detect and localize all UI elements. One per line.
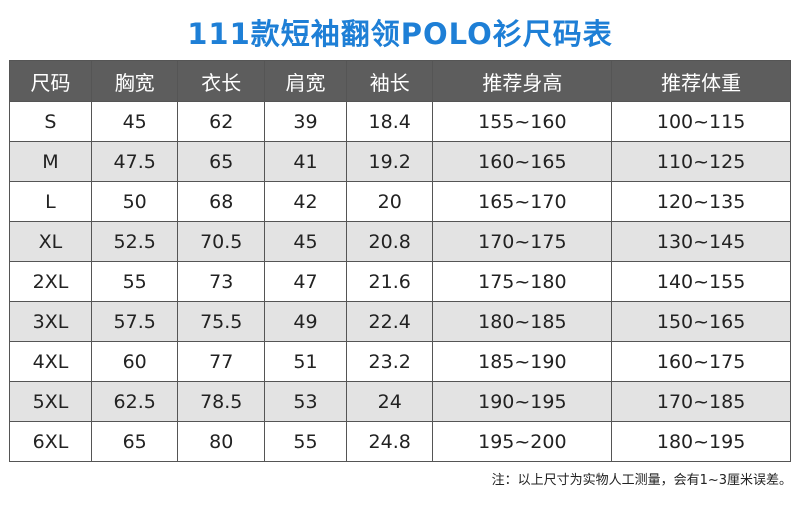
cell-recommended-height: 160~165: [432, 141, 613, 182]
measurement-note: 注：以上尺寸为实物人工测量，会有1~3厘米误差。: [491, 473, 792, 488]
cell-sleeve-length: 22.4: [345, 301, 434, 342]
cell-chest-width: 52.5: [90, 221, 179, 262]
cell-recommended-height: 155~160: [432, 101, 613, 142]
cell-chest-width: 50: [90, 181, 179, 222]
cell-shoulder-width: 39: [264, 101, 347, 142]
cell-recommended-weight: 160~175: [611, 341, 791, 382]
cell-sleeve-length: 18.4: [345, 101, 434, 142]
cell-length: 62: [177, 101, 266, 142]
cell-size: M: [9, 141, 92, 182]
table-row: 2XL 55 73 47 21.6 175~180 140~155: [9, 261, 791, 302]
cell-sleeve-length: 23.2: [345, 341, 434, 382]
cell-sleeve-length: 20.8: [345, 221, 434, 262]
cell-length: 78.5: [177, 381, 266, 422]
cell-chest-width: 55: [90, 261, 179, 302]
cell-recommended-weight: 150~165: [611, 301, 791, 342]
cell-shoulder-width: 51: [264, 341, 347, 382]
header-size: 尺码: [9, 60, 92, 102]
cell-shoulder-width: 55: [264, 421, 347, 462]
cell-shoulder-width: 53: [264, 381, 347, 422]
cell-chest-width: 47.5: [90, 141, 179, 182]
cell-chest-width: 45: [90, 101, 179, 142]
header-chest-width: 胸宽: [90, 60, 179, 102]
cell-recommended-height: 170~175: [432, 221, 613, 262]
table-row: M 47.5 65 41 19.2 160~165 110~125: [9, 141, 791, 182]
cell-sleeve-length: 24.8: [345, 421, 434, 462]
header-length: 衣长: [177, 60, 266, 102]
cell-size: XL: [9, 221, 92, 262]
size-chart-table: 尺码 胸宽 衣长 肩宽 袖长 推荐身高 推荐体重 S 45 62 39 18.4 155~…: [9, 60, 791, 462]
header-recommended-weight: 推荐体重: [611, 60, 791, 102]
table-row: 3XL 57.5 75.5 49 22.4 180~185 150~165: [9, 301, 791, 342]
cell-recommended-height: 165~170: [432, 181, 613, 222]
cell-chest-width: 62.5: [90, 381, 179, 422]
cell-length: 68: [177, 181, 266, 222]
cell-length: 73: [177, 261, 266, 302]
cell-chest-width: 57.5: [90, 301, 179, 342]
cell-recommended-weight: 100~115: [611, 101, 791, 142]
cell-shoulder-width: 41: [264, 141, 347, 182]
cell-shoulder-width: 42: [264, 181, 347, 222]
cell-size: L: [9, 181, 92, 222]
cell-recommended-weight: 170~185: [611, 381, 791, 422]
table-row: 6XL 65 80 55 24.8 195~200 180~195: [9, 421, 791, 462]
cell-recommended-height: 195~200: [432, 421, 613, 462]
cell-size: 6XL: [9, 421, 92, 462]
header-shoulder-width: 肩宽: [264, 60, 347, 102]
cell-recommended-weight: 140~155: [611, 261, 791, 302]
cell-recommended-height: 175~180: [432, 261, 613, 302]
cell-recommended-weight: 120~135: [611, 181, 791, 222]
cell-shoulder-width: 47: [264, 261, 347, 302]
table-row: 5XL 62.5 78.5 53 24 190~195 170~185: [9, 381, 791, 422]
cell-sleeve-length: 24: [345, 381, 434, 422]
table-header-row: 尺码 胸宽 衣长 肩宽 袖长 推荐身高 推荐体重: [9, 60, 791, 102]
cell-recommended-weight: 110~125: [611, 141, 791, 182]
cell-length: 75.5: [177, 301, 266, 342]
cell-shoulder-width: 45: [264, 221, 347, 262]
cell-chest-width: 60: [90, 341, 179, 382]
table-row: L 50 68 42 20 165~170 120~135: [9, 181, 791, 222]
header-sleeve-length: 袖长: [345, 60, 434, 102]
table-row: XL 52.5 70.5 45 20.8 170~175 130~145: [9, 221, 791, 262]
cell-length: 77: [177, 341, 266, 382]
cell-length: 65: [177, 141, 266, 182]
cell-recommended-height: 190~195: [432, 381, 613, 422]
cell-sleeve-length: 20: [345, 181, 434, 222]
table-row: 4XL 60 77 51 23.2 185~190 160~175: [9, 341, 791, 382]
cell-size: 2XL: [9, 261, 92, 302]
cell-recommended-height: 185~190: [432, 341, 613, 382]
cell-recommended-weight: 130~145: [611, 221, 791, 262]
cell-size: 5XL: [9, 381, 92, 422]
cell-size: 3XL: [9, 301, 92, 342]
cell-recommended-height: 180~185: [432, 301, 613, 342]
cell-shoulder-width: 49: [264, 301, 347, 342]
cell-sleeve-length: 19.2: [345, 141, 434, 182]
table-row: S 45 62 39 18.4 155~160 100~115: [9, 101, 791, 142]
table-body: S 45 62 39 18.4 155~160 100~115 M 47.5 65 41 19.2 16…: [9, 101, 791, 462]
page-title: 111款短袖翻领POLO衫尺码表: [187, 17, 613, 51]
cell-chest-width: 65: [90, 421, 179, 462]
cell-length: 70.5: [177, 221, 266, 262]
cell-sleeve-length: 21.6: [345, 261, 434, 302]
cell-size: 4XL: [9, 341, 92, 382]
cell-length: 80: [177, 421, 266, 462]
cell-size: S: [9, 101, 92, 142]
cell-recommended-weight: 180~195: [611, 421, 791, 462]
header-recommended-height: 推荐身高: [432, 60, 613, 102]
